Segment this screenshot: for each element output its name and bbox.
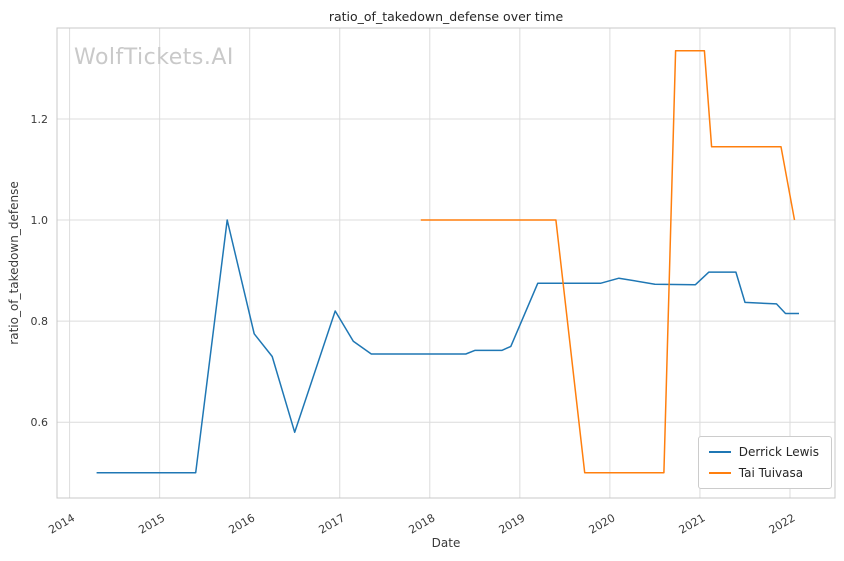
- y-axis-label: ratio_of_takedown_defense: [7, 181, 21, 345]
- legend-label-derrick-lewis: Derrick Lewis: [738, 445, 819, 459]
- x-axis-label: Date: [431, 536, 461, 550]
- x-tick-label: 2019: [497, 511, 528, 536]
- plot-border: [56, 27, 836, 499]
- legend-swatch-tai-tuivasa: [708, 472, 731, 474]
- y-tick-label: 0.8: [31, 315, 49, 328]
- series-line-derrick-lewis: [96, 219, 799, 474]
- y-tick-label: 1.0: [31, 214, 49, 227]
- legend-item: Tai Tuivasa: [708, 466, 819, 480]
- x-tick-label: 2017: [316, 511, 347, 536]
- legend: Derrick Lewis Tai Tuivasa: [697, 436, 832, 489]
- y-tick-label: 0.6: [31, 416, 49, 429]
- chart-title: ratio_of_takedown_defense over time: [328, 9, 564, 24]
- x-tick-label: 2016: [226, 511, 257, 536]
- series-line-tai-tuivasa: [420, 49, 796, 474]
- x-tick-label: 2018: [407, 511, 438, 536]
- legend-swatch-derrick-lewis: [708, 451, 731, 453]
- legend-label-tai-tuivasa: Tai Tuivasa: [738, 466, 804, 480]
- x-tick-label: 2014: [46, 511, 77, 536]
- x-tick-label: 2015: [136, 511, 167, 536]
- x-tick-label: 2022: [767, 511, 798, 536]
- x-tick-label: 2021: [677, 511, 708, 536]
- x-tick-label: 2020: [587, 511, 618, 536]
- y-tick-label: 1.2: [31, 113, 49, 126]
- watermark-text: WolfTickets.AI: [74, 45, 234, 70]
- legend-item: Derrick Lewis: [708, 445, 819, 459]
